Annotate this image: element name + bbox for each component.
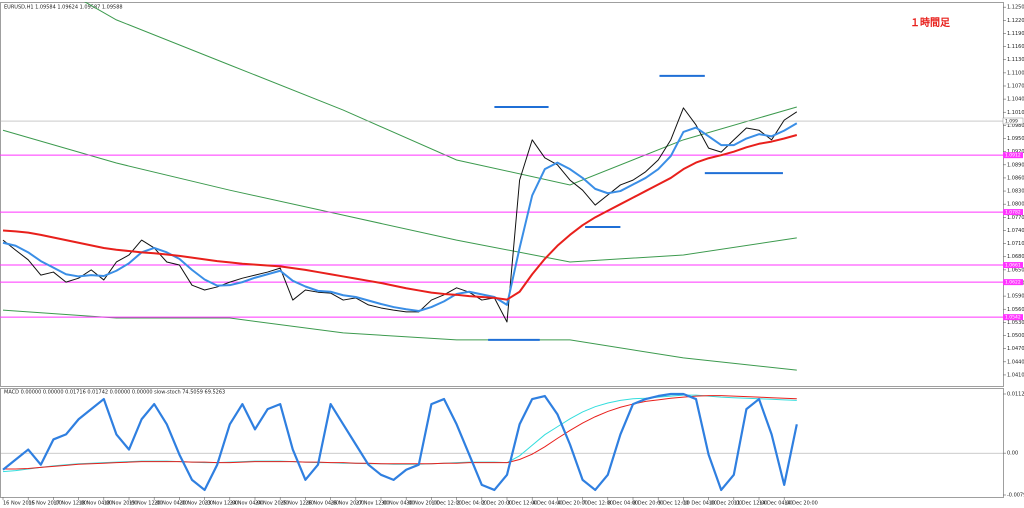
y-tick-label: 1.05000 [1007, 333, 1024, 339]
indicator-plot [0, 392, 1003, 492]
x-tick-label: 20 Nov 20:00 [179, 501, 213, 507]
x-tick-label: 7 Dec 12:00 [583, 501, 613, 507]
x-tick-label: 2 Dec 04:00 [457, 501, 487, 507]
x-tick-label: 11 Dec 12:00 [734, 501, 768, 507]
x-tick-label: 2 Dec 20:00 [482, 501, 512, 507]
main-plot [0, 2, 1003, 371]
level-label: 1.0542 [1005, 315, 1021, 321]
indicator-title: MACD 0.00000 0.00000 0.01716 0.01742 0.0… [4, 390, 225, 396]
annotation: １時間足 [910, 16, 951, 29]
level-tag [1003, 152, 1023, 159]
x-tick-label: 25 Nov 12:00 [280, 501, 314, 507]
level-tag [1003, 314, 1023, 321]
level-tag [1003, 209, 1023, 216]
level-label: 1.0661 [1005, 263, 1021, 269]
x-tick-label: 4 Dec 20:00 [557, 501, 587, 507]
y-tick-label: 1.04400 [1007, 359, 1024, 365]
y-tick-label: 1.09800 [1007, 123, 1024, 129]
band-line [2, 129, 797, 263]
band-line [2, 309, 797, 371]
x-tick-label: 18 Nov 20:00 [104, 501, 138, 507]
x-tick-label: 30 Nov 20:00 [406, 501, 440, 507]
y-tick-label: 1.10700 [1007, 83, 1024, 89]
x-tick-label: 19 Nov 12:00 [129, 501, 163, 507]
y-tick-label: 1.08900 [1007, 162, 1024, 168]
x-tick-label: 16 Nov 20:00 [28, 501, 62, 507]
macd-line [2, 394, 797, 473]
x-tick-label: 9 Dec 12:00 [658, 501, 688, 507]
y-tick-label: 1.06800 [1007, 254, 1024, 260]
y-tick-label: 1.05900 [1007, 294, 1024, 300]
indicator-tick-label: 0.011203 [1007, 392, 1024, 398]
y-tick-label: 1.04100 [1007, 372, 1024, 378]
y-tick-label: 1.05300 [1007, 320, 1024, 326]
x-tick-label: 14 Dec 04:00 [759, 501, 793, 507]
level-label: 1.0912 [1005, 153, 1021, 159]
last-price-tag [1002, 117, 1024, 125]
x-tick-label: 24 Nov 04:00 [230, 501, 264, 507]
x-tick-label: 27 Nov 12:00 [356, 501, 390, 507]
x-tick-label: 14 Dec 20:00 [784, 501, 818, 507]
level-label: 1.0622 [1005, 280, 1021, 286]
indicator-tick-label: -0.00792 [1007, 493, 1024, 499]
x-tick-label: 10 Dec 04:00 [683, 501, 717, 507]
y-tick-label: 1.07400 [1007, 228, 1024, 234]
x-tick-label: 3 Dec 12:00 [507, 501, 537, 507]
stoch-line [2, 392, 798, 492]
price-line [2, 122, 798, 313]
chart-title: EURUSD,H1 1.09584 1.09624 1.09587 1.0958… [4, 5, 123, 11]
x-tick-label: 17 Nov 12:00 [53, 501, 87, 507]
y-tick-label: 1.09500 [1007, 136, 1024, 142]
indicator-tick-label: 0.00 [1007, 451, 1018, 457]
x-tick-label: 8 Dec 20:00 [633, 501, 663, 507]
last-price-label: 1.099 [1005, 119, 1018, 125]
price-line [2, 107, 798, 323]
level-tag [1003, 279, 1023, 286]
y-tick-label: 1.12200 [1007, 18, 1024, 24]
y-tick-label: 1.11900 [1007, 31, 1024, 37]
x-tick-label: 18 Nov 04:00 [79, 501, 113, 507]
x-tick-label: 30 Nov 04:00 [381, 501, 415, 507]
y-tick-label: 1.08300 [1007, 189, 1024, 195]
level-tag [1003, 262, 1023, 269]
x-tick-label: 16 Nov 2015 [3, 501, 35, 507]
y-tick-label: 1.05600 [1007, 307, 1024, 313]
main-panel [0, 2, 1004, 387]
y-tick-label: 1.07100 [1007, 241, 1024, 247]
y-tick-label: 1.08600 [1007, 175, 1024, 181]
macd-line [3, 395, 797, 470]
x-tick-label: 20 Nov 04:00 [154, 501, 188, 507]
x-tick-label: 26 Nov 04:00 [305, 501, 339, 507]
indicator-panel [0, 388, 1004, 498]
y-tick-label: 1.09200 [1007, 149, 1024, 155]
x-tick-label: 1 Dec 12:00 [431, 501, 461, 507]
y-tick-label: 1.08000 [1007, 202, 1024, 208]
band-line [84, 2, 797, 186]
x-tick-label: 23 Nov 12:00 [205, 501, 239, 507]
x-tick-label: 26 Nov 20:00 [331, 501, 365, 507]
price-line [2, 134, 798, 301]
y-tick-label: 1.10400 [1007, 97, 1024, 103]
x-tick-label: 8 Dec 04:00 [608, 501, 638, 507]
x-tick-label: 24 Nov 20:00 [255, 501, 289, 507]
y-tick-label: 1.07700 [1007, 215, 1024, 221]
y-tick-label: 1.11300 [1007, 57, 1024, 63]
y-tick-label: 1.04700 [1007, 346, 1024, 352]
y-tick-label: 1.06500 [1007, 267, 1024, 273]
level-label: 1.0782 [1005, 210, 1021, 216]
y-tick-label: 1.11600 [1007, 44, 1024, 50]
x-tick-label: 4 Dec 04:00 [532, 501, 562, 507]
x-tick-label: 10 Dec 20:00 [709, 501, 743, 507]
y-tick-label: 1.10100 [1007, 110, 1024, 116]
y-tick-label: 1.11000 [1007, 70, 1024, 76]
